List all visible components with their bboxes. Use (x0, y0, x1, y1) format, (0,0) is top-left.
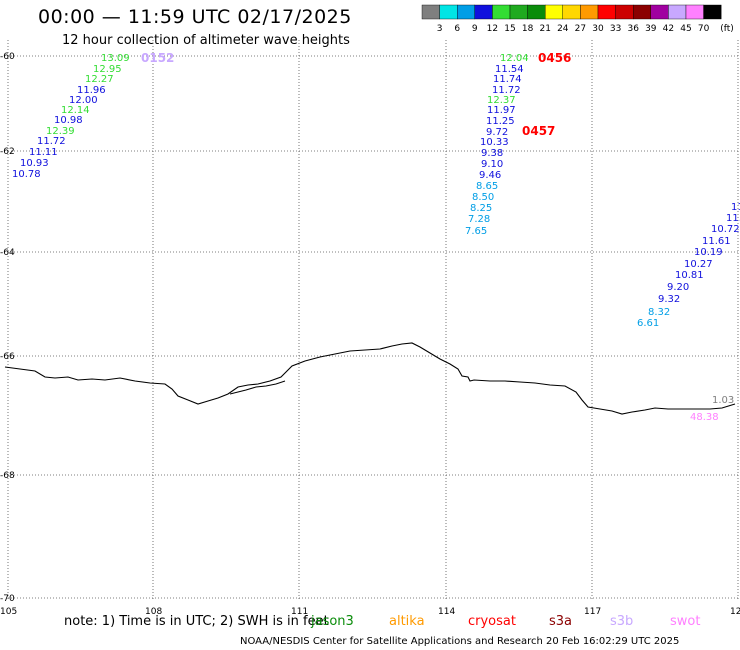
color-scale-legend: 3 6 9 12 15 18 21 24 27 30 33 36 39 42 45 70 (ft) (421, 4, 734, 34)
scale-tick-label: 24 (557, 24, 569, 34)
lon-label: 114 (438, 607, 455, 617)
wave-height-value: 7.28 (468, 214, 490, 225)
lon-label: 117 (584, 607, 601, 617)
lat-label: -62 (0, 147, 15, 157)
scale-tick-label: 3 (437, 24, 443, 34)
lon-label: 105 (0, 607, 17, 617)
scale-tick-label: 9 (472, 24, 478, 34)
wave-height-value: 9.20 (667, 282, 689, 293)
scale-tick-label: 39 (645, 24, 657, 34)
lat-label: -70 (0, 594, 15, 604)
wave-height-value: 8.50 (472, 192, 494, 203)
scale-tick-label: 45 (680, 24, 691, 34)
lat-label: -60 (0, 52, 15, 62)
wave-height-value: 10.78 (12, 169, 41, 180)
lon-label: 111 (291, 607, 308, 617)
lon-label: 120 (730, 607, 740, 617)
lat-label: -66 (0, 352, 15, 362)
pass-time-label: 0457 (522, 124, 555, 138)
scale-tick-label: 30 (592, 24, 604, 34)
scale-tick-label: 15 (504, 24, 515, 34)
wave-height-value: 48.38 (690, 412, 719, 423)
scale-tick-label: 70 (698, 24, 710, 34)
longitude-labels: 105 108 111 114 117 120 (0, 607, 740, 617)
wave-height-value: 11.0 (726, 213, 740, 224)
scale-unit-label: (ft) (720, 24, 734, 34)
wave-height-value: 11.11 (29, 147, 58, 158)
wave-height-value: 9.10 (481, 159, 503, 170)
wave-height-value: 11.74 (493, 74, 522, 85)
wave-height-value: 11.54 (495, 64, 524, 75)
pass-time-label: 0456 (538, 51, 571, 65)
wave-height-value: 12.37 (487, 95, 516, 106)
pass-time-label: 0152 (141, 51, 174, 65)
scale-tick-label: 36 (627, 24, 639, 34)
coastline (4, 342, 736, 415)
wave-height-value: 10.33 (480, 137, 509, 148)
wave-height-value: 10.72 (711, 224, 740, 235)
scale-tick-label: 42 (663, 24, 674, 34)
wave-height-value: 10.81 (675, 270, 704, 281)
page-title: 00:00 — 11:59 UTC 02/17/2025 (38, 6, 352, 28)
lon-label: 108 (145, 607, 162, 617)
wave-height-value: 6.61 (637, 318, 659, 329)
lat-label: -68 (0, 471, 15, 481)
scale-tick-label: 6 (454, 24, 460, 34)
wave-height-value: 8.32 (648, 307, 670, 318)
latitude-labels: -60 -62 -64 -66 -68 -70 (0, 52, 15, 604)
coastline-inlet (229, 380, 286, 395)
wave-height-value: 11 (731, 202, 740, 213)
wave-height-value: 11.97 (487, 105, 516, 116)
wave-height-value: 12.95 (93, 64, 122, 75)
wave-height-value: 10.98 (54, 115, 83, 126)
wave-height-value: 12.14 (61, 105, 90, 116)
altimeter-passes: 13.0912.9512.2711.9612.0012.1410.9812.39… (12, 51, 740, 423)
scale-tick-label: 21 (539, 24, 550, 34)
wave-height-value: 11.61 (702, 236, 731, 247)
wave-height-value: 9.46 (479, 170, 501, 181)
wave-height-value: 11.72 (37, 136, 66, 147)
wave-height-value: 9.72 (486, 127, 508, 138)
wave-height-value: 12.00 (69, 95, 98, 106)
wave-height-value: 1.03 (712, 395, 734, 406)
scale-tick-label: 27 (575, 24, 586, 34)
wave-height-value: 11.96 (77, 85, 106, 96)
wave-height-value: 12.39 (46, 126, 75, 137)
scale-tick-label: 12 (487, 24, 498, 34)
map-grid (7, 40, 739, 600)
wave-height-value: 12.27 (85, 74, 114, 85)
scale-swatch (703, 4, 722, 20)
wave-height-value: 10.19 (694, 247, 723, 258)
page-subtitle: 12 hour collection of altimeter wave hei… (62, 33, 350, 48)
antarctic-coastline (4, 342, 736, 415)
wave-height-value: 8.65 (476, 181, 498, 192)
wave-height-value: 11.25 (486, 116, 515, 127)
scale-tick-label: 18 (522, 24, 534, 34)
wave-height-value: 11.72 (492, 85, 521, 96)
wave-height-value: 10.93 (20, 158, 49, 169)
wave-height-value: 12.04 (500, 53, 529, 64)
wave-height-value: 10.27 (684, 259, 713, 270)
wave-height-value: 9.38 (481, 148, 503, 159)
wave-height-value: 13.09 (101, 53, 130, 64)
wave-height-value: 9.32 (658, 294, 680, 305)
wave-height-value: 8.25 (470, 203, 492, 214)
wave-height-value: 7.65 (465, 226, 487, 237)
lat-label: -64 (0, 248, 15, 258)
scale-tick-label: 33 (610, 24, 621, 34)
